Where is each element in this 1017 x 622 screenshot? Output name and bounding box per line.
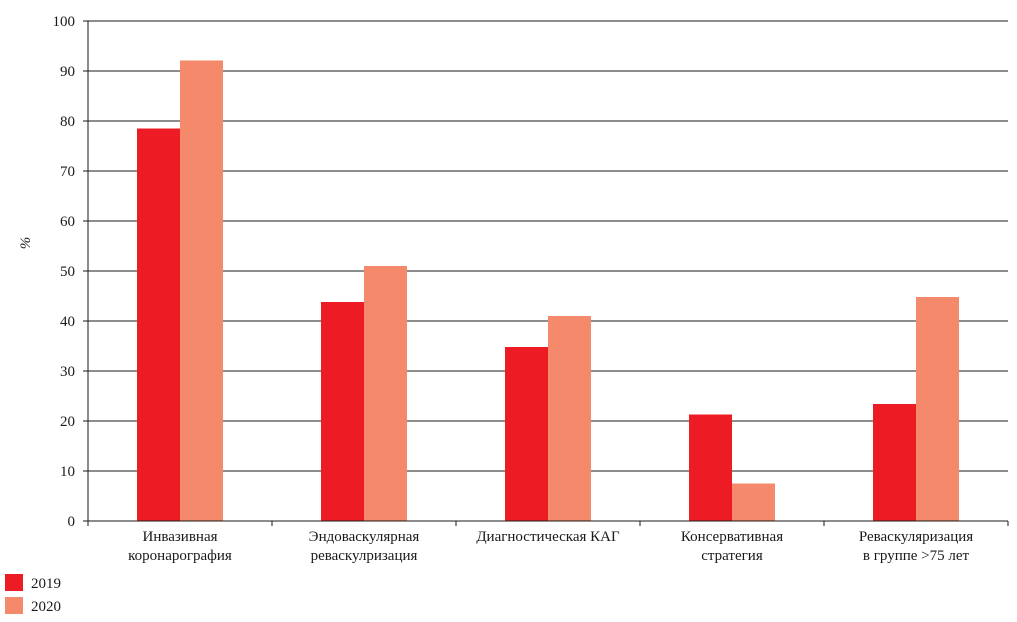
y-axis-label: % — [18, 237, 34, 250]
bar-2020-5 — [916, 297, 959, 521]
y-tick-label: 30 — [60, 364, 75, 380]
bar-2019-2 — [321, 302, 364, 521]
category-label: Эндоваскулярная — [309, 529, 420, 545]
bar-2019-1 — [137, 128, 180, 521]
legend-label-2020: 2020 — [31, 599, 61, 615]
bar-2020-2 — [364, 266, 407, 521]
bar-2019-5 — [873, 404, 916, 521]
y-tick-label: 60 — [60, 214, 75, 230]
bar-2019-4 — [689, 414, 732, 521]
bar-2019-3 — [505, 347, 548, 521]
y-tick-label: 10 — [60, 464, 75, 480]
category-label: Реваскуляризация — [859, 529, 973, 545]
y-tick-label: 50 — [60, 264, 75, 280]
y-tick-label: 100 — [53, 14, 76, 30]
category-label: коронарография — [128, 548, 232, 564]
y-tick-label: 0 — [68, 514, 76, 530]
y-tick-label: 40 — [60, 314, 75, 330]
legend: 2019 2020 — [5, 574, 61, 615]
y-tick-label: 70 — [60, 164, 75, 180]
axes — [83, 20, 1009, 526]
bars — [137, 60, 959, 521]
y-tick-label: 90 — [60, 64, 75, 80]
category-labels: Инвазивная коронарография Эндоваскулярная р… — [128, 529, 973, 564]
category-label: Консервативная — [681, 529, 783, 545]
legend-label-2019: 2019 — [31, 576, 61, 592]
y-tick-label: 80 — [60, 114, 75, 130]
category-label: стратегия — [701, 548, 763, 564]
bar-2020-3 — [548, 316, 591, 521]
y-tick-labels: 0 10 20 30 40 50 60 70 80 90 100 — [53, 14, 76, 530]
grid-lines — [88, 20, 1008, 472]
y-tick-label: 20 — [60, 414, 75, 430]
category-label: Инвазивная — [142, 529, 217, 545]
legend-swatch-2020 — [5, 597, 23, 614]
bar-2020-1 — [180, 60, 223, 521]
category-label: реваскулризация — [311, 548, 418, 564]
legend-swatch-2019 — [5, 574, 23, 591]
category-label: в группе >75 лет — [863, 548, 970, 564]
bar-2020-4 — [732, 483, 775, 521]
category-label: Диагностическая КАГ — [476, 529, 620, 545]
